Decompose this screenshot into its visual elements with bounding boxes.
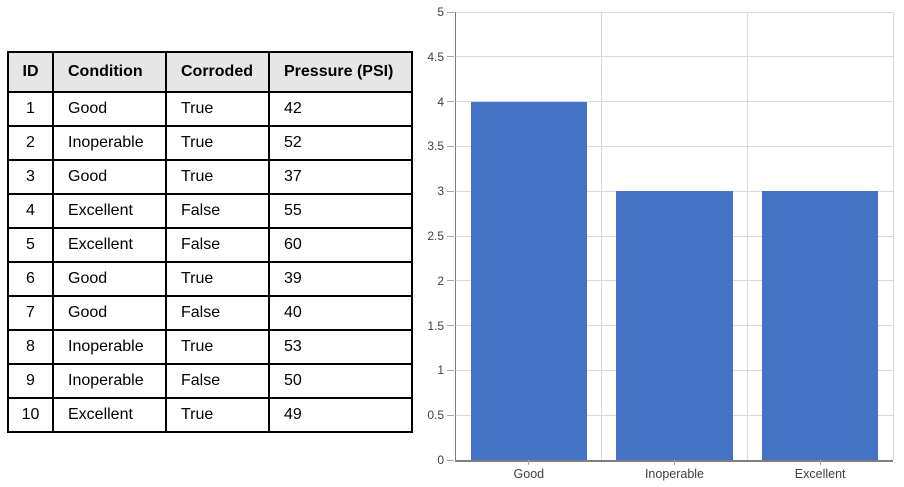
table-body: 1 Good True 42 2 Inoperable True 52 3 Good True 37 4… [7,91,413,433]
x-gridline [601,12,603,460]
table-cell: 40 [268,295,413,331]
pipe-inspection-table: ID Condition Corroded Pressure (PSI) 1 Good T… [7,51,413,433]
y-axis-tick [447,235,454,237]
table-cell: Inoperable [52,363,167,399]
table-cell: True [165,329,270,365]
table-row: 9 Inoperable False 50 [7,363,413,399]
table-cell: Excellent [52,397,167,433]
x-axis-category-label: Good [513,467,545,481]
table-row: 1 Good True 42 [7,91,413,127]
x-gridline [892,12,894,460]
table-cell: 3 [7,159,54,195]
x-gridline [746,12,748,460]
table-cell: Inoperable [52,125,167,161]
table-cell: 39 [268,261,413,297]
y-axis-tick-label: 0 [437,453,444,467]
y-gridline [456,56,893,58]
table-cell: 55 [268,193,413,229]
y-gridline [456,11,893,13]
bar-inoperable [616,191,733,460]
x-axis-category-label: Excellent [794,467,846,481]
table-cell: False [165,227,270,263]
y-gridline [456,145,893,147]
table-row: 7 Good False 40 [7,295,413,331]
y-axis-tick [447,101,454,103]
table-cell: 50 [268,363,413,399]
table-cell: 2 [7,125,54,161]
condition-count-bar-chart: 0 0.5 1 1.5 2 2.5 3 3.5 4 4.5 5 Good Inoperable Excel… [420,0,904,487]
y-axis-tick [447,190,454,192]
table-cell: 37 [268,159,413,195]
y-axis-tick [447,145,454,147]
table-row: 2 Inoperable True 52 [7,125,413,161]
table-cell: 7 [7,295,54,331]
table-row: 4 Excellent False 55 [7,193,413,229]
table-cell: True [165,91,270,127]
table-cell: 4 [7,193,54,229]
column-header-id: ID [7,51,54,93]
table-cell: Good [52,159,167,195]
table-cell: True [165,397,270,433]
table-row: 10 Excellent True 49 [7,397,413,433]
table-cell: False [165,295,270,331]
y-axis-tick-label: 0.5 [427,408,444,423]
bar-good [470,101,588,460]
table-cell: True [165,261,270,297]
column-header-condition: Condition [52,51,167,93]
x-axis-line [454,460,893,462]
table-row: 8 Inoperable True 53 [7,329,413,365]
table-cell: False [165,363,270,399]
table-header-row: ID Condition Corroded Pressure (PSI) [7,51,413,93]
y-axis-tick-label: 5 [437,5,444,19]
table-row: 3 Good True 37 [7,159,413,195]
table-cell: 49 [268,397,413,433]
table-cell: Good [52,295,167,331]
table-cell: 53 [268,329,413,365]
column-header-pressure-psi: Pressure (PSI) [268,51,413,93]
table-cell: 52 [268,125,413,161]
y-axis-tick-label: 2.5 [427,229,444,243]
table-cell: 6 [7,261,54,297]
bar-excellent [761,191,879,460]
x-axis-tick [674,460,675,465]
table-cell: Good [52,261,167,297]
y-axis-tick [447,56,454,58]
x-axis-tick [528,460,530,465]
table-cell: 8 [7,329,54,365]
y-axis-tick-label: 3 [437,184,444,199]
y-axis-tick [447,414,454,416]
table-cell: Excellent [52,193,167,229]
y-axis-tick [447,459,454,461]
table-cell: 1 [7,91,54,127]
table-cell: Inoperable [52,329,167,365]
y-axis-tick [447,280,454,282]
table-cell: True [165,125,270,161]
x-axis-category-label: Inoperable [644,467,705,481]
y-axis-tick [447,11,454,13]
table-cell: Excellent [52,227,167,263]
table-cell: 60 [268,227,413,263]
y-axis-tick-label: 4.5 [427,49,444,64]
table-cell: 5 [7,227,54,263]
table-cell: 42 [268,91,413,127]
table-cell: False [165,193,270,229]
y-axis-tick-label: 1 [437,363,444,378]
y-axis-line [454,12,456,462]
y-axis-tick-label: 4 [437,94,444,109]
table-cell: 9 [7,363,54,399]
x-axis-tick [819,460,821,465]
column-header-corroded: Corroded [165,51,270,93]
y-axis-tick-label: 1.5 [427,318,444,333]
table-cell: True [165,159,270,195]
table-cell: Good [52,91,167,127]
y-axis-tick [447,369,454,371]
y-axis-tick [447,325,454,327]
table-row: 5 Excellent False 60 [7,227,413,263]
table-cell: 10 [7,397,54,433]
y-gridline [456,101,893,103]
table-row: 6 Good True 39 [7,261,413,297]
y-axis-tick-label: 3.5 [427,139,444,154]
y-axis-tick-label: 2 [437,273,444,288]
